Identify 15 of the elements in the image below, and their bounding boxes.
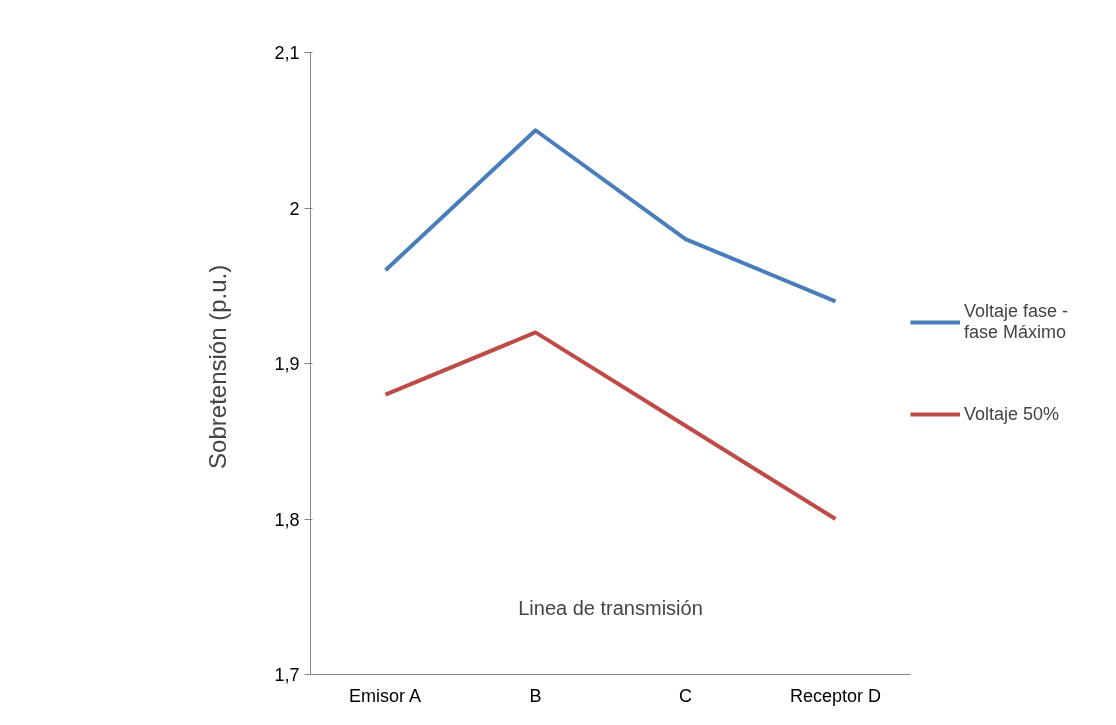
x-axis-title: Linea de transmisión <box>518 596 703 619</box>
x-tick-label: Receptor D <box>789 685 882 706</box>
line-series <box>383 330 838 521</box>
y-tick-label: 1,8 <box>274 509 300 530</box>
y-tick-label: 1,7 <box>274 665 300 685</box>
y-axis-title: Sobretensión (p.u.) <box>204 264 232 469</box>
x-tick-label: Emisor A <box>348 685 422 706</box>
y-tick-label: 1,9 <box>274 354 300 374</box>
legend-label: Voltaje fase - fase Máximo <box>964 301 1069 343</box>
legend-label: Voltaje 50% <box>964 403 1060 425</box>
y-tick-label: 2 <box>289 198 300 219</box>
line-series <box>383 128 838 304</box>
x-tick-label: B <box>529 685 542 706</box>
y-tick-label: 2,1 <box>274 43 300 63</box>
x-tick-label: C <box>679 685 692 706</box>
